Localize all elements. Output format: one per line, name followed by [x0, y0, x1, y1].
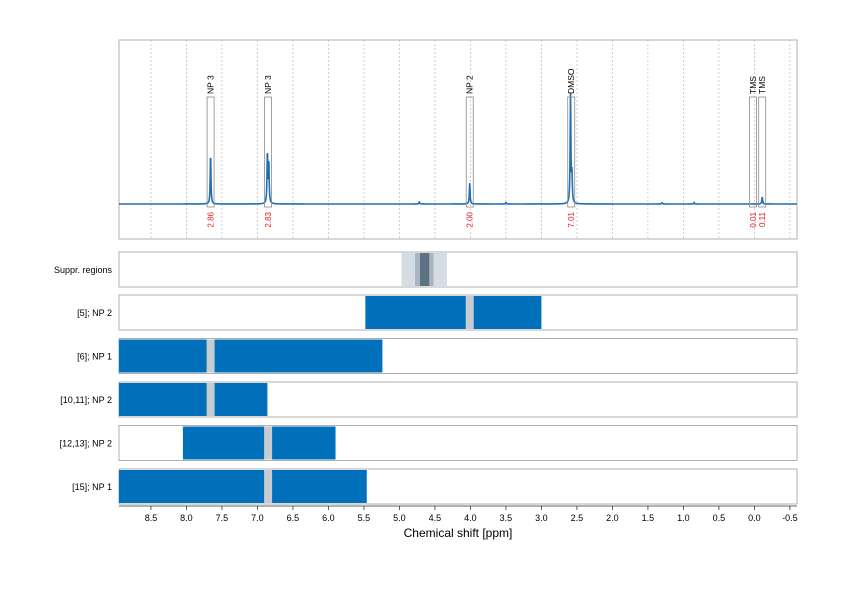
assignment-row: [6]; NP 1 — [77, 338, 798, 374]
peak-integral: 2.00 — [466, 211, 475, 227]
spectrum-line — [119, 92, 797, 205]
x-tick-label: 6.0 — [322, 513, 335, 523]
peak-integral: 7.01 — [567, 211, 576, 227]
suppression-regions-panel: Suppr. regions — [54, 251, 798, 288]
row-label: [5]; NP 2 — [77, 308, 112, 318]
row-peak-marker — [465, 296, 474, 329]
grid-layer — [150, 40, 791, 239]
peak-box — [758, 96, 767, 208]
row-peak-marker — [206, 383, 215, 416]
x-tick-label: 2.5 — [571, 513, 584, 523]
row-peak-marker — [206, 339, 215, 373]
row-range-bar — [119, 339, 383, 373]
row-label: [12,13]; NP 2 — [60, 439, 112, 449]
peak-box — [206, 96, 215, 208]
x-tick-label: 3.5 — [500, 513, 513, 523]
peak-box — [465, 96, 474, 208]
x-tick-label: 4.0 — [464, 513, 477, 523]
spectrum-frame — [118, 39, 798, 240]
peak-label: NP 2 — [465, 75, 475, 94]
row-peak-marker — [264, 426, 273, 460]
peak-box — [264, 96, 272, 208]
x-tick-label: 8.0 — [180, 513, 193, 523]
peak-label: NP 3 — [206, 75, 216, 94]
x-tick-label: 3.0 — [535, 513, 548, 523]
row-label: [6]; NP 1 — [77, 352, 112, 362]
peak-label: TMS — [757, 76, 767, 94]
x-tick-label: 4.5 — [429, 513, 442, 523]
peak-integral: 0.11 — [758, 211, 767, 227]
row-range-bar — [365, 296, 542, 329]
row-range-bar — [119, 470, 367, 503]
x-tick-label: 0.0 — [748, 513, 761, 523]
peak-label: NP 3 — [263, 75, 273, 94]
x-tick-label: 0.5 — [713, 513, 726, 523]
x-tick-label: 2.0 — [606, 513, 619, 523]
x-tick-label: 6.5 — [287, 513, 300, 523]
suppression-region-dark — [420, 253, 430, 286]
peak-integral: 2.83 — [264, 211, 273, 227]
peak-integral: 2.86 — [207, 211, 216, 227]
peak-box — [749, 96, 757, 208]
x-tick-label: 5.5 — [358, 513, 371, 523]
x-tick-label: 1.0 — [677, 513, 690, 523]
peak-box — [567, 96, 576, 208]
suppression-frame — [118, 251, 798, 288]
suppression-label: Suppr. regions — [54, 265, 113, 275]
peak-label: TMS — [748, 76, 758, 94]
row-label: [15]; NP 1 — [72, 482, 112, 492]
x-axis: 8.5 8.0 7.5 7.0 6.5 6.0 5.5 5.0 4.5 4.0 3.5 3.0 2.5 2… — [119, 505, 798, 523]
x-tick-label: 5.0 — [393, 513, 406, 523]
row-range-bar — [182, 426, 336, 460]
row-range-bar — [119, 383, 268, 416]
assignment-rows: [5]; NP 2 [6]; NP 1 [10,11]; NP 2 [12,13]; … — [60, 294, 798, 505]
peak-label: DMSO — [566, 68, 576, 94]
assignment-row: [10,11]; NP 2 — [60, 381, 798, 418]
peak-integral: 0.01 — [749, 211, 758, 227]
row-peak-marker — [264, 470, 273, 503]
spectrum-panel: NP 3 2.86 NP 3 2.83 NP 2 2.00 DMSO 7.01 TMS 0.01 T… — [118, 39, 798, 240]
x-tick-label: 8.5 — [145, 513, 158, 523]
x-tick-label: -0.5 — [782, 513, 798, 523]
x-tick-label: 7.5 — [216, 513, 229, 523]
x-tick-label: 7.0 — [251, 513, 264, 523]
x-tick-label: 1.5 — [642, 513, 655, 523]
row-label: [10,11]; NP 2 — [60, 395, 112, 405]
assignment-row: [12,13]; NP 2 — [60, 425, 798, 461]
x-axis-label: Chemical shift [ppm] — [404, 526, 513, 540]
assignment-row: [15]; NP 1 — [72, 468, 798, 505]
assignment-row: [5]; NP 2 — [77, 294, 798, 331]
